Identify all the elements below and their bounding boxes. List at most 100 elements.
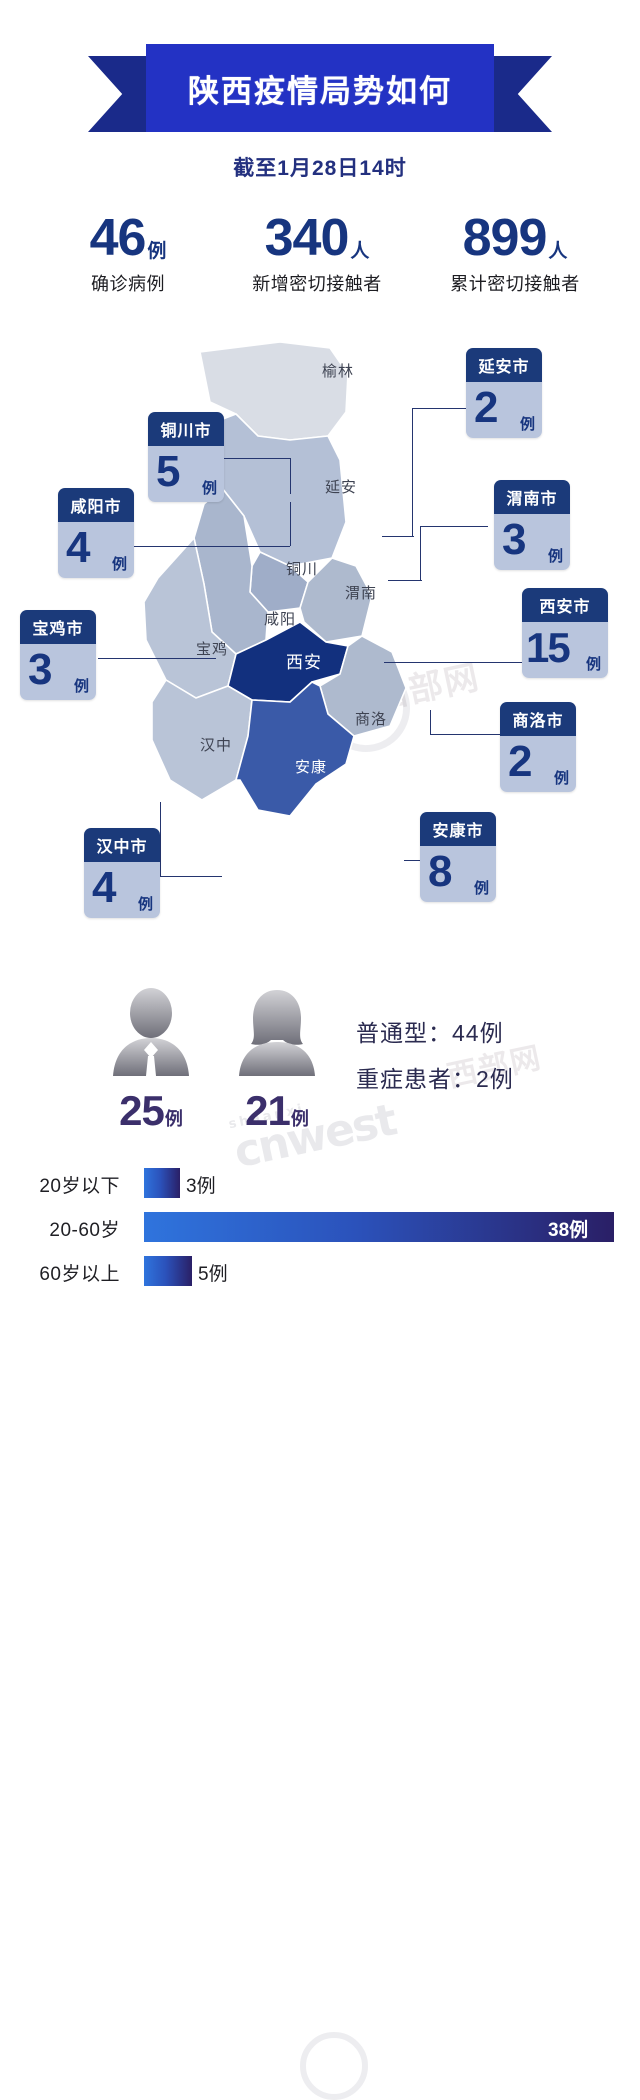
connector-xianyang-v bbox=[290, 502, 291, 546]
callout-shangluo[interactable]: 商洛市 2 例 bbox=[500, 702, 576, 792]
callout-unit: 例 bbox=[73, 678, 89, 695]
kpi-unit: 人 bbox=[350, 241, 370, 262]
callout-hanzhong[interactable]: 汉中市 4 例 bbox=[84, 828, 160, 918]
connector-shangluo bbox=[430, 734, 500, 735]
kpi-unit: 人 bbox=[548, 241, 568, 262]
connector-shangluo-v bbox=[430, 710, 431, 734]
callout-city: 渭南市 bbox=[494, 480, 570, 514]
age-row-20to60: 20-60岁 38例 bbox=[0, 1212, 640, 1242]
map-region-shangluo bbox=[319, 635, 407, 737]
callout-weinan[interactable]: 渭南市 3 例 bbox=[494, 480, 570, 570]
callout-body: 15 例 bbox=[522, 622, 608, 678]
age-row-over60: 60岁以上 5例 bbox=[0, 1256, 640, 1286]
severity-block: 普通型：44例 重症患者：2例 bbox=[356, 1014, 514, 1106]
callout-xianyang[interactable]: 咸阳市 4 例 bbox=[58, 488, 134, 578]
map-label-yanan: 延安 bbox=[325, 479, 358, 496]
ribbon-banner: 陕西疫情局势如何 bbox=[146, 44, 494, 132]
age-bar bbox=[144, 1256, 192, 1286]
callout-city: 铜川市 bbox=[148, 412, 224, 446]
age-value: 3例 bbox=[186, 1176, 216, 1197]
age-bar bbox=[144, 1212, 614, 1242]
callout-body: 4 例 bbox=[84, 862, 160, 918]
callout-value: 15 bbox=[526, 624, 571, 671]
age-label: 20-60岁 bbox=[49, 1220, 120, 1241]
kpi-value: 899 bbox=[462, 209, 548, 267]
callout-unit: 例 bbox=[201, 480, 217, 497]
map-region-ankang bbox=[234, 681, 355, 817]
age-value: 38例 bbox=[548, 1220, 589, 1241]
callout-city: 西安市 bbox=[522, 588, 608, 622]
shaanxi-map bbox=[143, 341, 407, 817]
title-ribbon: 陕西疫情局势如何 bbox=[0, 44, 640, 144]
callout-unit: 例 bbox=[473, 880, 489, 897]
callout-unit: 例 bbox=[553, 770, 569, 787]
connector-xian bbox=[384, 662, 524, 663]
callout-city: 商洛市 bbox=[500, 702, 576, 736]
callout-value: 2 bbox=[474, 383, 499, 432]
callout-city: 延安市 bbox=[466, 348, 542, 382]
female-silhouette-icon bbox=[239, 990, 315, 1076]
kpi-value: 340 bbox=[264, 209, 350, 267]
callout-unit: 例 bbox=[519, 416, 535, 433]
map-label-xianyang: 咸阳 bbox=[264, 611, 297, 628]
callout-value: 5 bbox=[156, 447, 181, 496]
map-label-weinan: 渭南 bbox=[345, 585, 378, 602]
callout-unit: 例 bbox=[585, 656, 601, 673]
callout-yanan[interactable]: 延安市 2 例 bbox=[466, 348, 542, 438]
connector-hanzhong-v bbox=[160, 802, 161, 876]
callout-baoji[interactable]: 宝鸡市 3 例 bbox=[20, 610, 96, 700]
callout-value: 8 bbox=[428, 847, 453, 896]
page-subtitle: 截至1月28日14时 bbox=[233, 157, 407, 180]
map-label-shangluo: 商洛 bbox=[355, 711, 388, 728]
male-value: 25 bbox=[119, 1087, 165, 1134]
kpi-row: 46 例 确诊病例 340 人 新增密切接触者 899 人 累计密切接触者 bbox=[0, 212, 640, 312]
map-label-yulin: 榆林 bbox=[322, 363, 355, 380]
connector-tongchuan bbox=[218, 458, 290, 459]
callout-tongchuan[interactable]: 铜川市 5 例 bbox=[148, 412, 224, 502]
province-map-section: shaanxi cnwest 西部网 bbox=[0, 330, 640, 930]
callout-value: 4 bbox=[92, 863, 117, 912]
connector-xianyang bbox=[128, 546, 290, 547]
map-label-tongchuan: 铜川 bbox=[286, 561, 319, 578]
age-bar bbox=[144, 1168, 180, 1198]
kpi-total-contacts: 899 人 累计密切接触者 bbox=[420, 212, 610, 296]
connector-hanzhong bbox=[160, 876, 222, 877]
callout-city: 宝鸡市 bbox=[20, 610, 96, 644]
callout-value: 3 bbox=[502, 515, 527, 564]
connector-weinan-h2 bbox=[388, 580, 422, 581]
map-label-hanzhong: 汉中 bbox=[200, 737, 233, 754]
callout-unit: 例 bbox=[547, 548, 563, 565]
kpi-value: 46 bbox=[89, 209, 147, 267]
callout-xian[interactable]: 西安市 15 例 bbox=[522, 588, 608, 678]
age-distribution-chart: 20岁以下 3例 20-60岁 38例 60岁以上 5例 bbox=[0, 1168, 640, 1298]
kpi-caption: 累计密切接触者 bbox=[450, 274, 580, 294]
connector-weinan bbox=[420, 526, 488, 527]
callout-body: 2 例 bbox=[500, 736, 576, 792]
female-unit: 例 bbox=[290, 1109, 309, 1129]
connector-yanan bbox=[412, 408, 470, 409]
page-title: 陕西疫情局势如何 bbox=[188, 73, 452, 109]
kpi-unit: 例 bbox=[147, 241, 167, 262]
gender-severity-section: shaanxi cnwest 西部网 25例 bbox=[0, 980, 640, 2100]
severity-normal: 普通型：44例 bbox=[356, 1020, 504, 1046]
callout-body: 2 例 bbox=[466, 382, 542, 438]
age-value: 5例 bbox=[198, 1264, 228, 1285]
male-count: 25例 bbox=[96, 1087, 206, 1135]
female-count: 21例 bbox=[222, 1087, 332, 1135]
kpi-new-contacts: 340 人 新增密切接触者 bbox=[222, 212, 412, 296]
age-label: 20岁以下 bbox=[39, 1176, 120, 1197]
callout-body: 3 例 bbox=[494, 514, 570, 570]
kpi-caption: 新增密切接触者 bbox=[252, 274, 382, 294]
callout-ankang[interactable]: 安康市 8 例 bbox=[420, 812, 496, 902]
callout-unit: 例 bbox=[111, 556, 127, 573]
map-label-baoji: 宝鸡 bbox=[196, 641, 229, 658]
connector-weinan-v bbox=[420, 526, 421, 580]
male-unit: 例 bbox=[164, 1109, 183, 1129]
callout-city: 咸阳市 bbox=[58, 488, 134, 522]
callout-body: 4 例 bbox=[58, 522, 134, 578]
age-row-under20: 20岁以下 3例 bbox=[0, 1168, 640, 1198]
kpi-confirmed: 46 例 确诊病例 bbox=[38, 212, 218, 296]
connector-yanan-v bbox=[412, 408, 413, 536]
callout-body: 8 例 bbox=[420, 846, 496, 902]
callout-value: 4 bbox=[66, 523, 91, 572]
